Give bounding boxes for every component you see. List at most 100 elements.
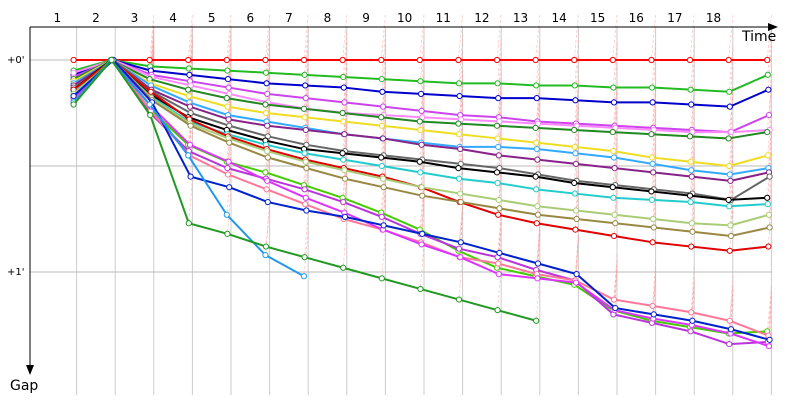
series-point [495,211,502,218]
pit-connector [537,218,541,264]
series-point [418,241,425,248]
pit-connector [342,31,348,77]
x-axis-arrow-icon [768,23,778,31]
pit-connector [614,123,618,169]
series-point [764,128,771,136]
series-point [417,285,424,293]
pit-connector [690,59,695,105]
y-axis-title: Gap [10,378,38,394]
series-point [339,56,346,64]
series-point [108,56,115,64]
series-point [147,112,154,119]
series-point [146,56,153,64]
pit-connector [652,57,656,103]
lap-label: 6 [246,11,254,25]
series-point [341,99,348,106]
series-point [726,317,733,324]
series-point [532,173,539,180]
series-point [262,251,269,259]
pit-connector [728,120,734,167]
series-point [340,118,347,125]
series-point [765,343,773,350]
pit-connector [729,275,734,321]
pit-connector [419,184,425,230]
pit-connector [728,14,734,61]
pit-connector [729,61,734,107]
series-point [416,56,423,64]
pit-connector [535,131,541,177]
pit-connector [342,222,348,268]
pit-connector [766,14,772,61]
lap-label: 14 [551,11,566,25]
series-point [262,169,269,176]
series-point [416,158,423,165]
series-point [457,254,464,261]
pit-connector [150,25,155,71]
series-point [727,177,734,184]
series-point [70,56,77,64]
gap-tick-labels: +0' +1' [7,55,25,278]
series-point [300,273,308,280]
series-point [650,169,657,176]
series-point [419,192,426,199]
pit-connector [226,169,232,215]
series-lines [70,56,773,350]
lap-label: 13 [513,11,528,25]
series-point [494,179,501,187]
series-point [455,175,463,182]
series-point [534,156,541,163]
series-point [686,192,694,199]
lap-label: 7 [285,11,293,25]
series-point [340,73,347,81]
series-point [648,84,656,91]
series-point [766,224,773,231]
series-point [725,56,732,64]
series-point [263,186,270,193]
series-point [340,198,347,206]
series-point [301,186,308,193]
series-point [686,133,694,140]
series-point [648,131,655,138]
series-point [264,122,271,129]
series-point [262,109,270,117]
series-point [457,198,464,206]
series-point [533,220,540,227]
series-point [455,245,463,252]
series-point [225,84,232,91]
series-point [610,194,617,201]
series-point [378,56,385,64]
series-point [223,211,230,218]
series-point [262,69,270,76]
series-point [457,190,464,197]
series-point [185,92,192,100]
series-point [225,158,232,165]
series-point [649,302,656,310]
series-point [571,190,578,197]
lap-label: 15 [590,11,605,25]
pit-connector [575,165,579,211]
series-point [496,205,503,212]
pit-connector [187,14,193,61]
series-point [649,239,656,246]
pit-connector [381,233,386,279]
series-point [571,143,578,151]
series-point [648,188,655,195]
series-point [573,215,580,223]
x-axis: Time [30,23,778,45]
pit-connector [458,254,463,300]
series-point [610,296,618,303]
series-point [572,97,579,104]
series-point [224,75,232,83]
pit-connector [265,201,270,247]
pit-connector [613,152,618,198]
pit-connector [419,76,425,122]
series-point [766,336,773,343]
pit-connector [575,184,579,230]
series-point [533,145,540,153]
series-point [571,56,578,64]
series-point [418,184,425,191]
gap-tick-label: +1' [7,267,25,278]
series-point [379,135,387,142]
series-point [688,220,695,227]
series-point [572,207,580,214]
